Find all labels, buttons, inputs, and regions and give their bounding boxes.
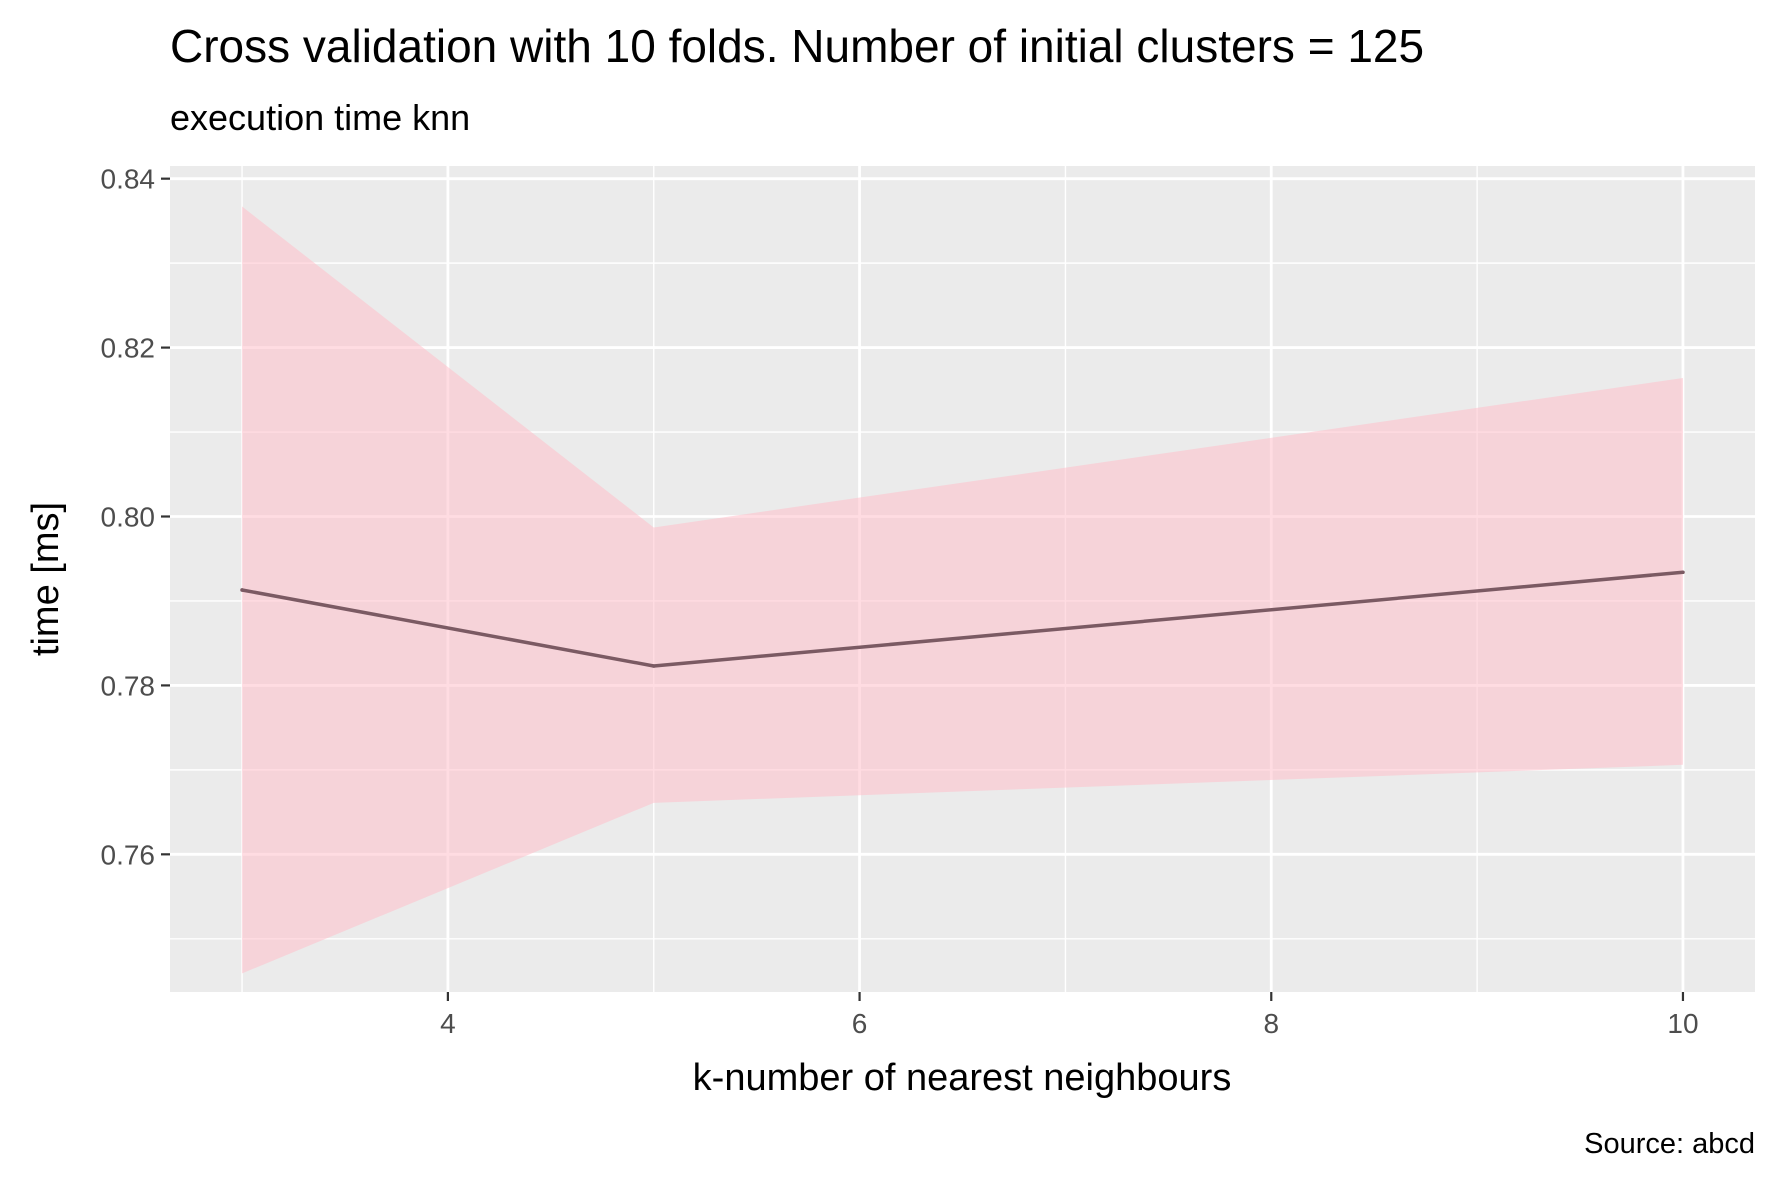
data-point <box>651 664 656 668</box>
y-tick-label: 0.82 <box>101 333 156 364</box>
chart-caption: Source: abcd <box>1584 1128 1755 1160</box>
confidence-bands <box>242 206 1683 974</box>
y-axis-title: time [ms] <box>25 502 67 656</box>
x-axis-title: k-number of nearest neighbours <box>693 1057 1232 1099</box>
y-tick-label: 0.80 <box>101 502 156 533</box>
x-axis: 4 6 8 10 <box>440 992 1699 1039</box>
chart-subtitle: execution time knn <box>170 97 470 138</box>
chart-title: Cross validation with 10 folds. Number o… <box>170 20 1424 72</box>
confidence-band <box>242 206 1683 974</box>
x-tick-label: 4 <box>440 1008 456 1039</box>
x-tick-label: 8 <box>1263 1008 1279 1039</box>
data-point <box>240 588 244 592</box>
data-points <box>240 570 1685 668</box>
y-axis: 0.76 0.78 0.80 0.82 0.84 <box>101 164 170 870</box>
x-tick-label: 6 <box>852 1008 868 1039</box>
x-tick-label: 10 <box>1667 1008 1698 1039</box>
data-point <box>1681 570 1685 575</box>
y-tick-label: 0.76 <box>101 839 156 870</box>
y-tick-label: 0.78 <box>101 670 156 701</box>
y-tick-label: 0.84 <box>101 164 156 195</box>
